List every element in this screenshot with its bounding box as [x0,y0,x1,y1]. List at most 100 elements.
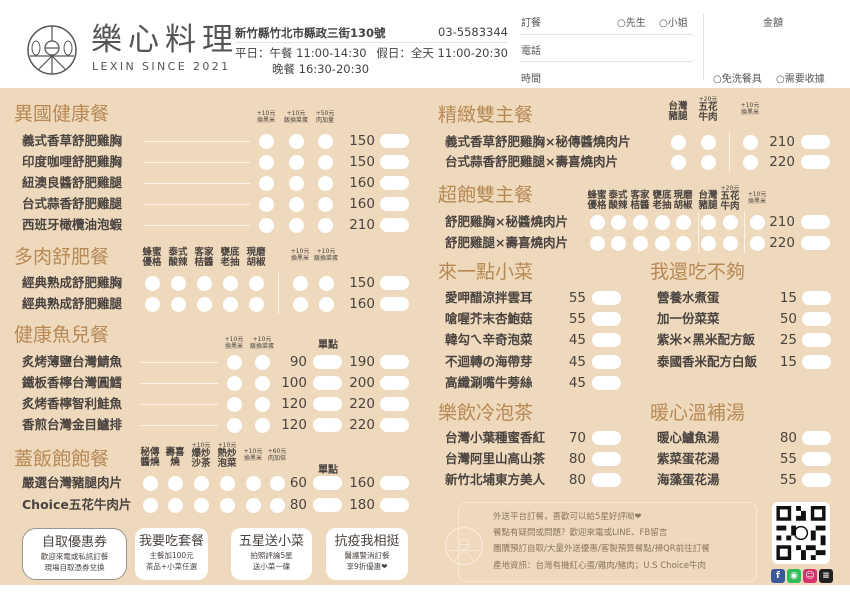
option-checkbox[interactable] [142,475,158,491]
option-checkbox[interactable] [222,275,238,291]
quantity-field[interactable] [380,176,409,190]
option-checkbox[interactable] [317,154,333,170]
option-checkbox[interactable] [670,154,686,170]
single-quantity-field[interactable] [313,376,342,390]
option-checkbox[interactable] [258,154,274,170]
quantity-field[interactable] [802,354,831,369]
option-checkbox[interactable] [254,354,270,370]
single-quantity-field[interactable] [313,476,342,490]
single-quantity-field[interactable] [313,355,342,369]
option-checkbox[interactable] [654,214,670,230]
single-quantity-field[interactable] [313,418,342,432]
quantity-field[interactable] [380,197,409,211]
quantity-field[interactable] [592,473,621,487]
quantity-field[interactable] [380,418,409,432]
foodpanda-icon[interactable]: ☺ [803,569,817,583]
quantity-field[interactable] [801,135,830,149]
option-checkbox[interactable] [167,475,183,491]
quantity-field[interactable] [801,236,830,250]
option-checkbox[interactable] [144,275,160,291]
quantity-field[interactable] [592,452,621,466]
option-checkbox[interactable] [245,497,261,513]
quantity-field[interactable] [380,276,409,290]
quantity-field[interactable] [380,376,409,390]
option-checkbox[interactable] [742,134,758,150]
option-checkbox[interactable] [258,175,274,191]
quantity-field[interactable] [802,333,831,348]
option-checkbox[interactable] [269,475,285,491]
option-checkbox[interactable] [292,275,308,291]
qr-code[interactable] [772,502,830,564]
option-checkbox[interactable] [167,497,183,513]
option-checkbox[interactable] [632,214,648,230]
option-checkbox[interactable] [670,134,686,150]
option-checkbox[interactable] [317,175,333,191]
option-checkbox[interactable] [317,196,333,212]
option-checkbox[interactable] [258,196,274,212]
option-checkbox[interactable] [258,133,274,149]
option-checkbox[interactable] [226,396,242,412]
option-checkbox[interactable] [222,296,238,312]
option-checkbox[interactable] [700,235,716,251]
quantity-field[interactable] [592,375,621,390]
option-checkbox[interactable] [654,235,670,251]
mr-radio[interactable]: ○先生 [617,18,646,29]
option-checkbox[interactable] [317,217,333,233]
option-checkbox[interactable] [170,275,186,291]
quantity-field[interactable] [802,452,831,466]
option-checkbox[interactable] [288,217,304,233]
ubereats-icon[interactable]: ≡ [819,569,833,583]
option-checkbox[interactable] [226,375,242,391]
quantity-field[interactable] [592,333,621,348]
option-checkbox[interactable] [749,235,765,251]
quantity-field[interactable] [802,473,831,487]
option-checkbox[interactable] [700,134,716,150]
option-checkbox[interactable] [722,214,738,230]
option-checkbox[interactable] [254,417,270,433]
option-checkbox[interactable] [288,154,304,170]
quantity-field[interactable] [380,134,409,148]
option-checkbox[interactable] [254,396,270,412]
option-checkbox[interactable] [226,354,242,370]
option-checkbox[interactable] [722,235,738,251]
quantity-field[interactable] [380,297,409,311]
option-checkbox[interactable] [749,214,765,230]
option-checkbox[interactable] [675,214,691,230]
option-checkbox[interactable] [193,497,209,513]
option-checkbox[interactable] [288,196,304,212]
quantity-field[interactable] [380,218,409,232]
facebook-icon[interactable]: f [771,569,785,583]
option-checkbox[interactable] [317,133,333,149]
option-checkbox[interactable] [226,417,242,433]
option-checkbox[interactable] [700,214,716,230]
quantity-field[interactable] [380,476,409,490]
option-checkbox[interactable] [742,154,758,170]
quantity-field[interactable] [801,155,830,169]
option-checkbox[interactable] [700,154,716,170]
option-checkbox[interactable] [589,235,605,251]
option-checkbox[interactable] [610,235,626,251]
option-checkbox[interactable] [144,296,160,312]
line-icon[interactable]: ◉ [787,569,801,583]
option-checkbox[interactable] [288,133,304,149]
quantity-field[interactable] [801,215,830,229]
option-checkbox[interactable] [632,235,648,251]
option-checkbox[interactable] [258,217,274,233]
single-quantity-field[interactable] [313,498,342,512]
option-checkbox[interactable] [589,214,605,230]
quantity-field[interactable] [592,312,621,327]
option-checkbox[interactable] [269,497,285,513]
option-checkbox[interactable] [142,497,158,513]
quantity-field[interactable] [380,155,409,169]
option-checkbox[interactable] [245,475,261,491]
option-checkbox[interactable] [292,296,308,312]
option-checkbox[interactable] [193,475,209,491]
no-utensils-radio[interactable]: ○免洗餐具 [713,74,762,85]
option-checkbox[interactable] [219,475,235,491]
option-checkbox[interactable] [318,296,334,312]
quantity-field[interactable] [592,354,621,369]
option-checkbox[interactable] [170,296,186,312]
quantity-field[interactable] [592,291,621,305]
quantity-field[interactable] [802,291,831,305]
quantity-field[interactable] [380,498,409,512]
